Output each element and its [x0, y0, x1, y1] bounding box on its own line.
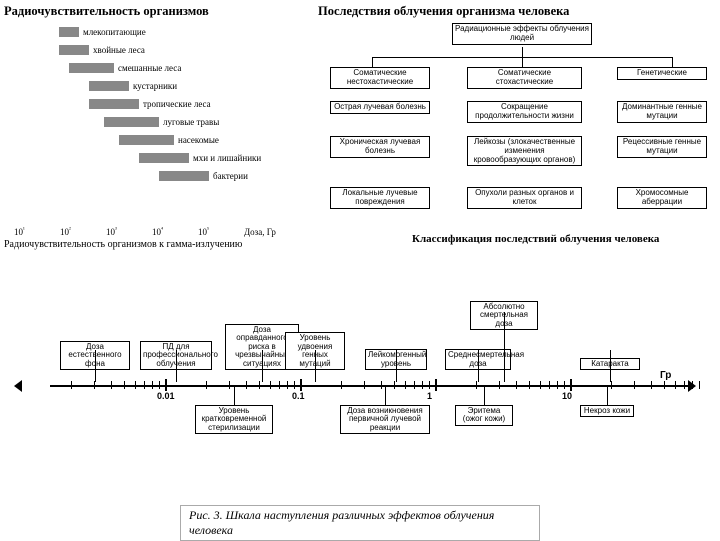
hier-box: Соматические стохастические — [467, 67, 582, 89]
bar-label: кустарники — [133, 81, 177, 91]
hier-box: Локальные лучевые повреждения — [330, 187, 430, 209]
dose-scale: 0.010.1110ГрДоза естественного фонаПД дл… — [20, 290, 700, 470]
scale-annotation: Эритема (ожог кожи) — [455, 405, 513, 426]
hier-box: Радиационные эффекты облучения людей — [452, 23, 592, 45]
left-caption: Радиочувствительность организмов к гамма… — [4, 239, 310, 250]
bar-label: луговые травы — [163, 117, 219, 127]
left-title: Радиочувствительность организмов — [4, 4, 310, 19]
hier-box: Соматические нестохастические — [330, 67, 430, 89]
hier-box: Хроническая лучевая болезнь — [330, 136, 430, 158]
right-title: Последствия облучения организма человека — [312, 4, 718, 19]
hier-box: Генетические — [617, 67, 707, 80]
scale-annotation: Доза возникновения первичной лучевой реа… — [340, 405, 430, 434]
figure-caption: Рис. 3. Шкала наступления различных эффе… — [180, 505, 540, 541]
bar-label: смешанные леса — [118, 63, 181, 73]
bar-label: тропические леса — [143, 99, 211, 109]
bar-label: насекомые — [178, 135, 219, 145]
right-subtitle: Классификация последствий облучения чело… — [412, 233, 659, 245]
bar-label: млекопитающие — [83, 27, 146, 37]
scale-annotation: Уровень кратковременной стерилизации — [195, 405, 273, 434]
hier-box: Рецессивные генные мутации — [617, 136, 707, 158]
hier-box: Опухоли разных органов и клеток — [467, 187, 582, 209]
bar-label: хвойные леса — [93, 45, 145, 55]
hier-box: Доминантные генные мутации — [617, 101, 707, 123]
bar-chart: млекопитающие хвойные леса смешанные леса к… — [4, 23, 310, 223]
hier-box: Хромосомные аберрации — [617, 187, 707, 209]
hier-box: Лейкозы (злокачественные изменения крово… — [467, 136, 582, 166]
scale-annotation: Некроз кожи — [580, 405, 634, 417]
hier-box: Острая лучевая болезнь — [330, 101, 430, 114]
x-axis: 10¹10²10³10⁴10⁵ Доза, Гр — [4, 227, 310, 237]
bar-label: бактерии — [213, 171, 248, 181]
hier-box: Сокращение продолжительности жизни — [467, 101, 582, 123]
bar-label: мхи и лишайники — [193, 153, 261, 163]
